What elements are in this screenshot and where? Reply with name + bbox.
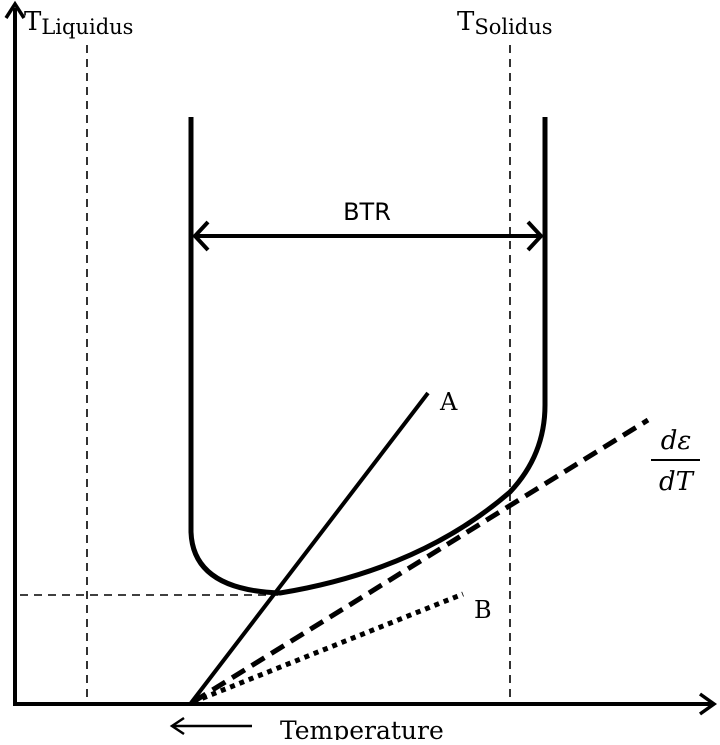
btr-arrowhead-left: [192, 220, 210, 252]
t-solidus-label: TSolidus: [457, 7, 553, 39]
t-liquidus-label: TLiquidus: [24, 7, 133, 39]
ductility-curve: [188, 117, 548, 596]
line-b-label: B: [474, 596, 492, 624]
strain-rate-numerator: dε: [661, 426, 692, 456]
strain-rate-denominator: dT: [659, 467, 695, 497]
t-liquidus-sub: Liquidus: [41, 15, 133, 39]
t-solidus-sub: Solidus: [474, 15, 552, 39]
x-axis-label: Temperature: [280, 716, 444, 740]
btr-label: BTR: [343, 198, 391, 226]
strain-rate-dashed-line: [191, 417, 650, 705]
x-axis-arrowhead: [698, 692, 718, 716]
strain-line-a: [189, 391, 430, 705]
btr-arrowhead-right: [526, 220, 544, 252]
t-liquidus-main: T: [24, 7, 42, 37]
strain-line-b: [192, 591, 464, 705]
temperature-direction-arrowhead: [169, 716, 185, 736]
line-a-label: A: [439, 388, 458, 416]
y-axis-arrowhead: [4, 0, 26, 19]
t-solidus-main: T: [457, 7, 475, 37]
